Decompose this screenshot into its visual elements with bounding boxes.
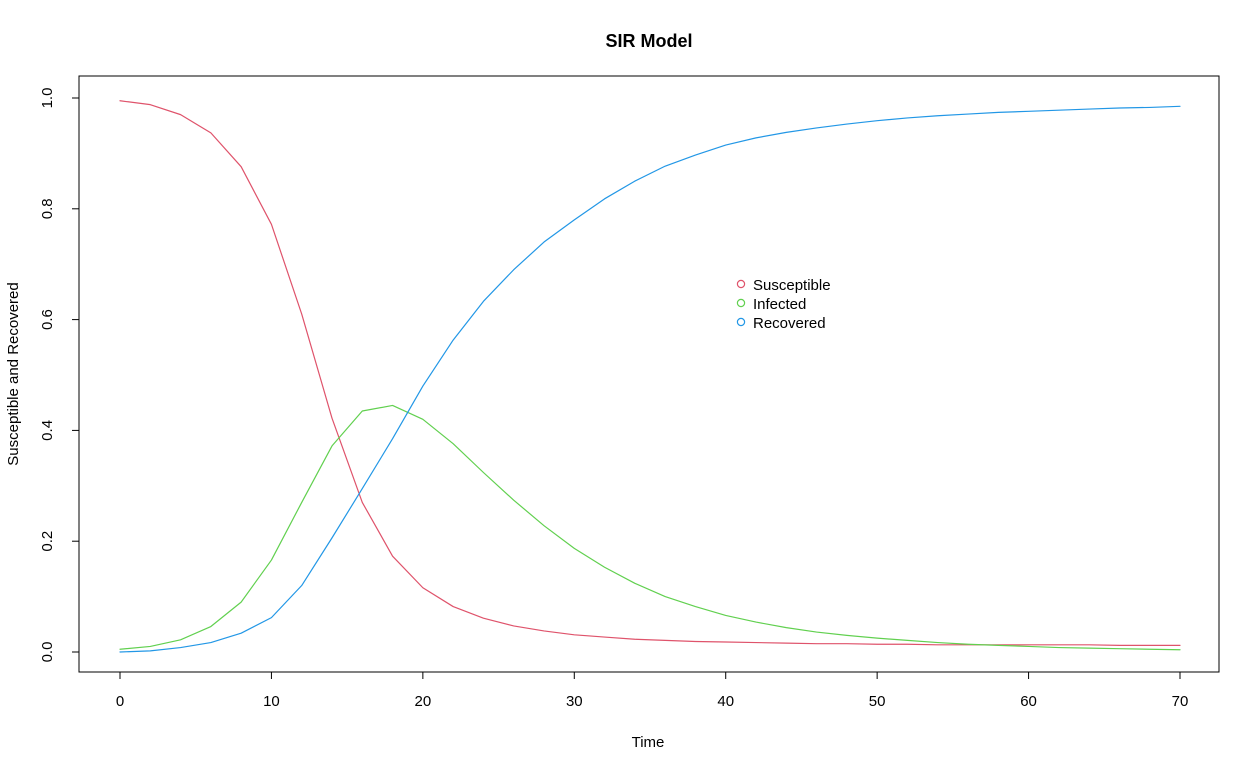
series-layer — [119, 100, 1181, 653]
x-tick-label: 40 — [717, 693, 734, 710]
y-tick-label: 0.0 — [39, 642, 56, 663]
y-tick-label: 0.2 — [39, 531, 56, 552]
x-tick-label: 20 — [415, 693, 432, 710]
infected-legend-label: Infected — [753, 296, 806, 313]
x-tick-label: 60 — [1020, 693, 1037, 710]
recovered-legend-marker — [736, 317, 746, 327]
x-tick-label: 0 — [116, 693, 124, 710]
x-tick-label: 10 — [263, 693, 280, 710]
recovered-line — [119, 105, 1181, 653]
susceptible-legend-label: Susceptible — [753, 277, 831, 294]
x-tick-label: 70 — [1172, 693, 1189, 710]
y-tick-label: 0.4 — [39, 420, 56, 441]
y-axis-label: Susceptible and Recovered — [5, 282, 22, 465]
y-tick-label: 0.8 — [39, 198, 56, 219]
infected-line — [119, 404, 1181, 651]
y-tick-label: 0.6 — [39, 309, 56, 330]
recovered-legend-label: Recovered — [753, 315, 826, 332]
y-tick-label: 1.0 — [39, 88, 56, 109]
x-tick-label: 30 — [566, 693, 583, 710]
susceptible-legend-marker — [736, 279, 746, 289]
x-axis-label: Time — [632, 734, 665, 751]
x-axis-ticks: 0 10 20 30 40 50 60 70 — [116, 672, 1189, 710]
y-axis-ticks: 0.0 0.2 0.4 0.6 0.8 1.0 — [39, 88, 79, 663]
plot-box — [78, 75, 1220, 673]
infected-legend-marker — [736, 298, 746, 308]
susceptible-line — [119, 100, 1181, 646]
chart-title: SIR Model — [605, 31, 692, 51]
x-tick-label: 50 — [869, 693, 886, 710]
chart-legend: Susceptible Infected Recovered — [736, 277, 831, 332]
